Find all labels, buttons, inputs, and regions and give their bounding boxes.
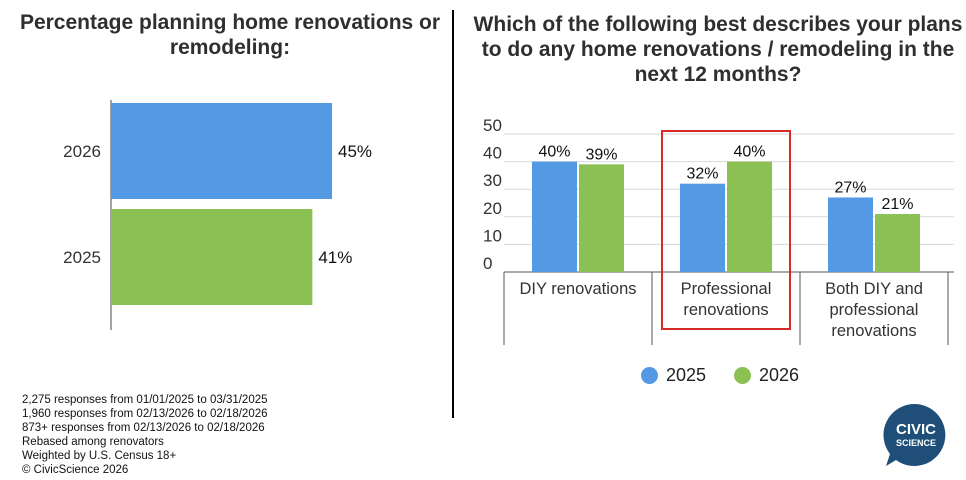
bar-2026-1 [579,164,624,272]
legend-dot-2026 [734,367,751,384]
logo-speech-bubble [883,403,946,466]
y-tick-label: 20 [483,199,502,218]
data-label: 39% [585,146,617,163]
legend-label-2026: 2026 [759,365,800,385]
bar-2025-1 [532,161,577,272]
data-label: 40% [538,144,570,161]
logo-text-civic: CIVIC [896,421,936,438]
highlight-box [661,130,791,330]
left-category-label: 2026 [63,142,101,161]
legend-dot-2025 [640,367,658,384]
footnote-line: Rebased among renovators [22,436,164,448]
y-tick-label: 0 [483,254,492,273]
bar-2025-2 [680,183,725,272]
right-bar-chart: 0 10 20 30 40 50 40% 39% DIY renovations 32% 40% Pr… [483,116,954,345]
left-bar-2026 [111,103,332,199]
legend-label-2025: 2025 [665,365,706,385]
bar-2026-2 [727,161,772,272]
footnote-line: 1,960 responses from 02/13/2026 to 02/18… [22,408,268,420]
left-category-label: 2025 [63,248,101,267]
data-label: 27% [834,179,866,196]
y-tick-label: 50 [483,116,502,135]
civicscience-logo: CIVIC SCIENCE [883,403,946,466]
left-value-label: 45% [338,142,372,161]
bar-2026-3 [875,214,920,272]
bar-2025-3 [828,197,873,272]
data-label: 40% [733,144,765,161]
data-label: 21% [881,196,913,213]
footnote-line: Weighted by U.S. Census 18+ [22,450,177,462]
y-tick-label: 10 [483,226,502,245]
footnote-line: 2,275 responses from 01/01/2025 to 03/31… [22,394,268,406]
y-tick-label: 30 [483,171,502,190]
right-chart-title: Which of the following best describes yo… [473,13,963,86]
left-chart-title: Percentage planning home renovations or … [19,11,441,59]
data-label: 32% [686,166,718,183]
x-category-label: renovations [831,322,916,340]
left-bar-2025 [111,209,313,305]
footnotes: 2,275 responses from 01/01/2025 to 03/31… [22,393,268,477]
x-category-label: DIY renovations [519,280,636,298]
footnote-line: 873+ responses from 02/13/2026 to 02/18/… [22,422,265,434]
y-tick-label: 40 [483,144,502,163]
x-category-label: Professional [681,280,772,298]
chart-legend: 2025 2026 [472,365,966,386]
x-category-label: professional [830,301,919,319]
legend-item-2026: 2026 [734,365,799,386]
vertical-divider [452,10,454,418]
logo-text-science: SCIENCE [896,438,936,448]
left-bar-chart: 2026 45% 2025 41% [63,100,372,330]
x-category-label: Both DIY and [825,280,923,298]
legend-item-2025: 2025 [640,365,706,386]
x-category-label: renovations [683,301,768,319]
footnote-line: © CivicScience 2026 [22,464,129,476]
left-value-label: 41% [318,248,352,267]
